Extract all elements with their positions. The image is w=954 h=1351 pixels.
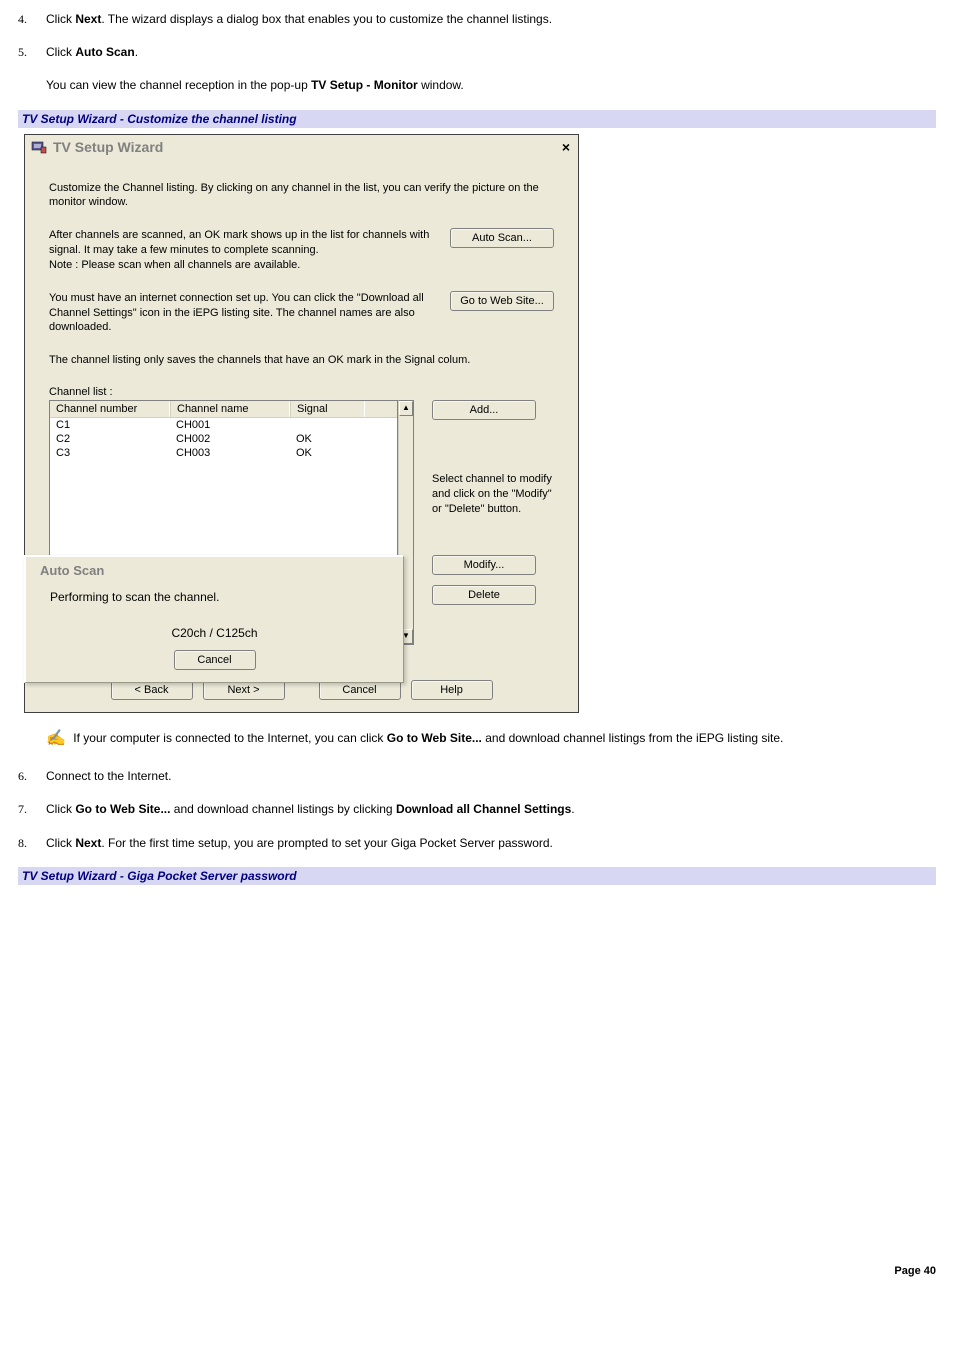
note: ✍ If your computer is connected to the I… (18, 727, 936, 751)
cell: OK (290, 446, 365, 460)
step-number: 5. (18, 43, 27, 62)
step5-text2: You can view the channel reception in th… (46, 76, 936, 95)
t: Click (46, 12, 75, 26)
t: Download all Channel Settings (396, 802, 571, 816)
table-row[interactable]: C3 CH003 OK (50, 446, 397, 460)
note-icon: ✍ (46, 730, 66, 747)
cancel-button[interactable]: Cancel (319, 680, 401, 700)
t: Go to Web Site... (387, 731, 482, 745)
close-button[interactable]: × (560, 139, 572, 155)
step5-text: Click Auto Scan. (46, 43, 936, 62)
header-channel-number[interactable]: Channel number (50, 401, 170, 417)
table-row[interactable]: C1 CH001 (50, 418, 397, 432)
step-number: 8. (18, 834, 27, 853)
t: and download channel listings by clickin… (170, 802, 395, 816)
t: Auto Scan (75, 45, 134, 59)
app-icon (31, 139, 47, 155)
page-number: Page 40 (18, 1265, 936, 1277)
step-number: 6. (18, 767, 27, 786)
t: Next (75, 12, 101, 26)
t: and download channel listings from the i… (482, 731, 784, 745)
t: . (571, 802, 574, 816)
header-signal[interactable]: Signal (290, 401, 365, 417)
step8-text: Click Next. For the first time setup, yo… (46, 834, 936, 853)
go-to-web-site-button[interactable]: Go to Web Site... (450, 291, 554, 311)
figure-caption-2: TV Setup Wizard - Giga Pocket Server pas… (18, 867, 936, 885)
t: Click (46, 802, 75, 816)
cell: C3 (50, 446, 170, 460)
back-button[interactable]: < Back (111, 680, 193, 700)
cell: CH001 (170, 418, 290, 432)
t: . The wizard displays a dialog box that … (101, 12, 552, 26)
step4-text: Click Next. The wizard displays a dialog… (46, 10, 936, 29)
overlay-status: Performing to scan the channel. (50, 590, 389, 604)
t: If your computer is connected to the Int… (73, 731, 387, 745)
cell (290, 418, 365, 432)
modify-button[interactable]: Modify... (432, 555, 536, 575)
t: Next (75, 836, 101, 850)
table-row[interactable]: C2 CH002 OK (50, 432, 397, 446)
t: window. (418, 78, 464, 92)
t: You can view the channel reception in th… (46, 78, 311, 92)
list-headers: Channel number Channel name Signal (50, 401, 397, 418)
help-button[interactable]: Help (411, 680, 493, 700)
cell: C1 (50, 418, 170, 432)
t: . (135, 45, 138, 59)
cell: CH003 (170, 446, 290, 460)
overlay-progress: C20ch / C125ch (40, 626, 389, 640)
t: Click (46, 45, 75, 59)
scroll-up-icon[interactable]: ▲ (399, 401, 413, 416)
next-button[interactable]: Next > (203, 680, 285, 700)
dialog-intro: Customize the Channel listing. By clicki… (49, 181, 554, 211)
scan-description: After channels are scanned, an OK mark s… (49, 228, 434, 273)
figure-caption-1: TV Setup Wizard - Customize the channel … (18, 110, 936, 128)
wizard-buttons: < Back Next > Cancel Help (49, 680, 554, 700)
web-description: You must have an internet connection set… (49, 291, 434, 336)
step6-text: Connect to the Internet. (46, 767, 936, 786)
dialog-title: TV Setup Wizard (53, 139, 163, 155)
titlebar: TV Setup Wizard × (25, 135, 578, 159)
cell: OK (290, 432, 365, 446)
auto-scan-button[interactable]: Auto Scan... (450, 228, 554, 248)
header-channel-name[interactable]: Channel name (170, 401, 290, 417)
overlay-cancel-button[interactable]: Cancel (174, 650, 256, 670)
cell: C2 (50, 432, 170, 446)
step-number: 7. (18, 800, 27, 819)
auto-scan-overlay: Auto Scan Performing to scan the channel… (24, 555, 404, 683)
channel-list-label: Channel list : (49, 386, 554, 398)
side-help-text: Select channel to modify and click on th… (432, 472, 554, 517)
overlay-title: Auto Scan (40, 563, 389, 578)
t: TV Setup - Monitor (311, 78, 418, 92)
step-number: 4. (18, 10, 27, 29)
step7-text: Click Go to Web Site... and download cha… (46, 800, 936, 819)
t: Click (46, 836, 75, 850)
cell: CH002 (170, 432, 290, 446)
tv-setup-wizard-dialog: TV Setup Wizard × Customize the Channel … (24, 134, 579, 714)
delete-button[interactable]: Delete (432, 585, 536, 605)
save-note: The channel listing only saves the chann… (49, 353, 554, 368)
add-button[interactable]: Add... (432, 400, 536, 420)
t: Go to Web Site... (75, 802, 170, 816)
t: . For the first time setup, you are prom… (101, 836, 553, 850)
